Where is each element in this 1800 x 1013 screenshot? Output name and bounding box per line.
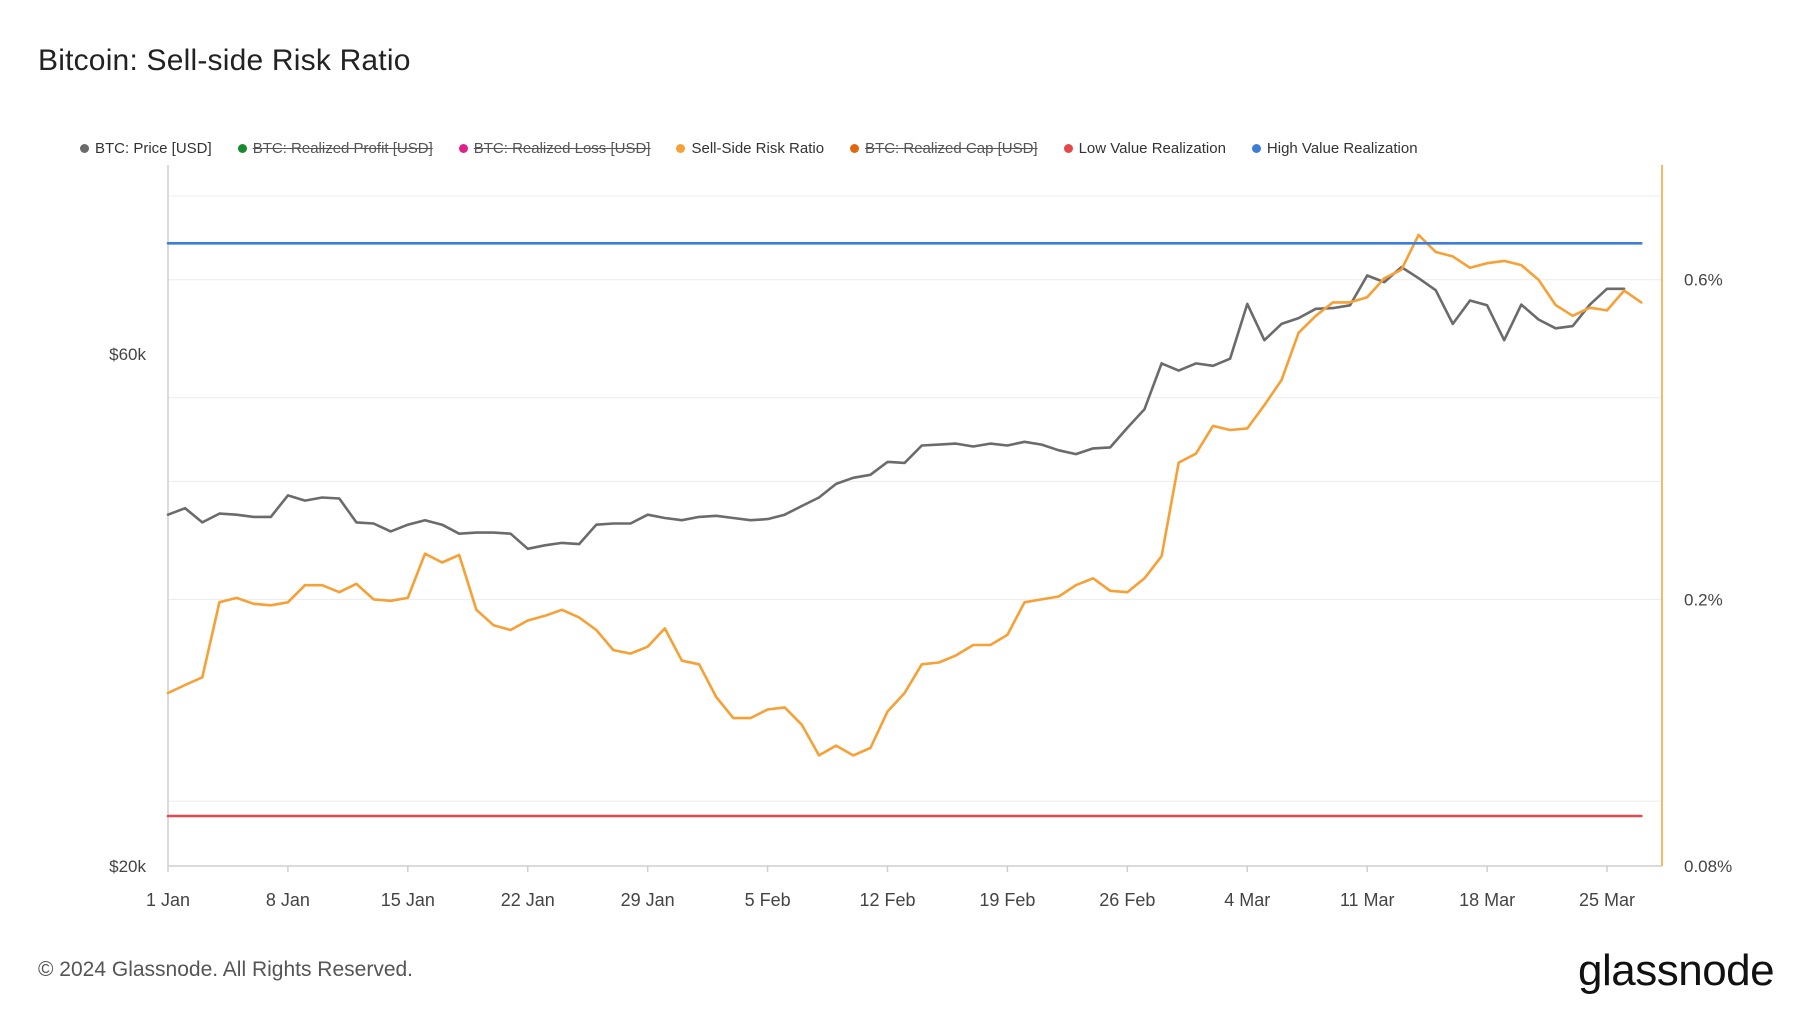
legend-item[interactable]: High Value Realization (1251, 140, 1418, 157)
legend-item[interactable]: BTC: Price [USD] (80, 140, 212, 157)
btc-price-usd-line (166, 265, 1626, 551)
legend-dot-icon (1251, 144, 1261, 153)
legend-dot-icon (676, 144, 686, 153)
legend-label: BTC: Realized Loss [USD] (473, 140, 651, 157)
legend-label: BTC: Price [USD] (95, 140, 212, 157)
legend-label: High Value Realization (1266, 140, 1418, 157)
legend-label: BTC: Realized Profit [USD] (252, 140, 433, 157)
x-tick-label: 19 Feb (979, 890, 1035, 910)
sell-side-risk-ratio-line (166, 233, 1643, 757)
x-tick-label: 15 Jan (381, 890, 435, 910)
legend-item[interactable]: BTC: Realized Cap [USD] (850, 140, 1038, 157)
legend-label: Sell-Side Risk Ratio (691, 140, 825, 157)
legend-label: Low Value Realization (1078, 140, 1226, 157)
x-tick-label: 29 Jan (621, 890, 675, 910)
legend-label: BTC: Realized Cap [USD] (865, 140, 1038, 157)
x-tick-label: 1 Jan (146, 890, 190, 910)
right-y-tick-label: 0.2% (1684, 590, 1723, 609)
legend-item[interactable]: Low Value Realization (1063, 140, 1226, 157)
legend-dot-icon (80, 144, 89, 153)
x-tick-label: 8 Jan (266, 890, 310, 910)
x-tick-label: 12 Feb (859, 890, 915, 910)
x-tick-label: 25 Mar (1579, 890, 1635, 910)
left-y-tick-label: $60k (109, 345, 146, 364)
x-tick-label: 22 Jan (501, 890, 555, 910)
x-tick-label: 18 Mar (1459, 890, 1515, 910)
right-y-tick-label: 0.6% (1684, 271, 1723, 290)
x-tick-label: 11 Mar (1340, 890, 1395, 910)
x-tick-label: 26 Feb (1099, 890, 1155, 910)
legend: BTC: Price [USD] BTC: Realized Profit [US… (80, 140, 1444, 157)
copyright-footer: © 2024 Glassnode. All Rights Reserved. (38, 958, 414, 981)
right-y-tick-label: 0.08% (1684, 857, 1732, 876)
glassnode-logo[interactable]: glassnode (1578, 946, 1775, 995)
legend-item[interactable]: BTC: Realized Profit [USD] (237, 140, 433, 157)
legend-item[interactable]: Sell-Side Risk Ratio (676, 140, 824, 157)
x-tick-label: 5 Feb (745, 890, 791, 910)
left-y-tick-label: $20k (109, 857, 146, 876)
chart-title: Bitcoin: Sell-side Risk Ratio (38, 44, 411, 77)
legend-dot-icon (237, 144, 247, 153)
legend-item[interactable]: BTC: Realized Loss [USD] (458, 140, 651, 157)
legend-dot-icon (1063, 144, 1073, 153)
x-tick-label: 4 Mar (1224, 890, 1270, 910)
legend-dot-icon (850, 144, 860, 153)
legend-dot-icon (458, 144, 468, 153)
